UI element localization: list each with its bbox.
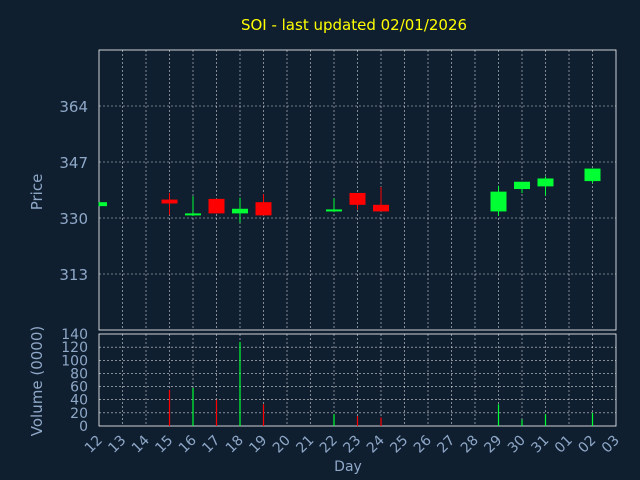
price-tick-label: 347 xyxy=(59,154,88,172)
candle-19 xyxy=(255,194,272,216)
price-axis-label: Price xyxy=(28,174,46,211)
candle-16 xyxy=(185,196,201,217)
candle-body xyxy=(584,168,601,182)
candle-24 xyxy=(373,187,389,212)
candle-29 xyxy=(490,185,507,217)
candle-body xyxy=(537,178,554,187)
candle-body xyxy=(373,204,389,212)
candle-23 xyxy=(349,192,366,210)
candle-body xyxy=(255,202,272,216)
x-axis-label: Day xyxy=(334,459,362,475)
candle-15 xyxy=(161,192,178,215)
candle-body xyxy=(161,199,178,204)
candle-12 xyxy=(98,202,107,207)
x-axis-ticks: 12 13 14 15 16 17 18 19 20 21 22 23 24 25 26 27 28 29 30 31… xyxy=(82,432,623,456)
candle-02 xyxy=(584,168,601,184)
volume-tick-label: 60 xyxy=(70,380,88,396)
candle-31 xyxy=(537,176,554,196)
candle-body xyxy=(99,202,107,207)
volume-tick-label: 40 xyxy=(70,393,88,409)
candle-22 xyxy=(326,198,342,213)
chart-title: SOI - last updated 02/01/2026 xyxy=(241,16,467,34)
candle-body xyxy=(326,209,342,212)
volume-tick-label: 100 xyxy=(61,353,88,369)
candle-body xyxy=(208,198,225,214)
candle-18 xyxy=(232,197,248,223)
volume-tick-label: 0 xyxy=(79,419,88,435)
volume-tick-label: 140 xyxy=(61,327,88,343)
price-tick-label: 330 xyxy=(59,210,88,228)
volume-tick-label: 120 xyxy=(61,340,88,356)
candle-30 xyxy=(514,181,530,193)
volume-axis-label: Volume (0000) xyxy=(28,326,46,436)
price-tick-label: 313 xyxy=(59,266,88,284)
candle-body xyxy=(514,181,530,190)
price-tick-label: 364 xyxy=(59,98,88,116)
price-panel: 313 330 347 364 xyxy=(59,49,617,331)
candle-body xyxy=(349,192,366,205)
volume-tick-label: 20 xyxy=(70,406,88,422)
candle-17 xyxy=(208,198,225,214)
candle-body xyxy=(232,208,248,214)
candle-body xyxy=(185,213,201,216)
volume-tick-label: 80 xyxy=(70,366,88,382)
candle-body xyxy=(490,191,507,212)
